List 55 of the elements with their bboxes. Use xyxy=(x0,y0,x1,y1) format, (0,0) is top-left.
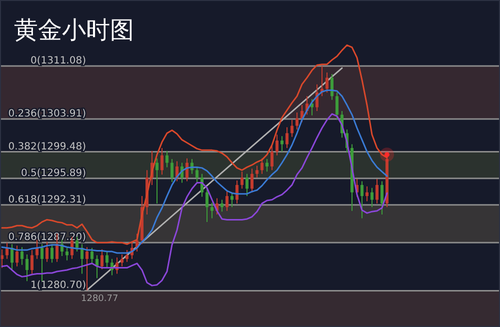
candlestick xyxy=(156,158,158,204)
candlestick xyxy=(46,241,48,262)
candlestick xyxy=(26,254,28,282)
candlestick xyxy=(160,147,164,176)
candlestick xyxy=(240,171,244,190)
candlestick xyxy=(336,92,338,120)
candlestick xyxy=(366,186,368,202)
candlestick xyxy=(206,188,208,222)
candlestick xyxy=(126,250,128,262)
candlestick xyxy=(226,190,228,212)
candlestick xyxy=(256,165,258,178)
candlestick xyxy=(220,199,224,212)
ref-line-label: 0.618(1292.31) xyxy=(8,194,86,206)
candlestick xyxy=(380,180,384,216)
candlestick xyxy=(246,173,248,197)
text: 黄金小时图 xyxy=(14,16,134,44)
candlestick xyxy=(170,158,174,182)
candlestick xyxy=(286,126,288,148)
candlestick xyxy=(260,158,264,174)
candlestick xyxy=(250,168,254,193)
candlestick xyxy=(280,136,284,152)
candlestick xyxy=(326,72,328,93)
candlestick xyxy=(166,150,168,168)
candlestick xyxy=(370,187,374,208)
ref-line-label: 0(1311.08) xyxy=(30,55,86,66)
candlestick xyxy=(290,119,294,138)
candlestick xyxy=(16,245,18,267)
annotation: 1280.77 xyxy=(81,294,118,304)
candlestick xyxy=(66,247,68,261)
candlestick xyxy=(196,166,198,182)
candlestick xyxy=(90,247,94,264)
candlestick xyxy=(270,145,274,171)
ref-line-label: 0.5(1295.89) xyxy=(20,168,86,179)
candlestick xyxy=(266,158,268,172)
candlestick xyxy=(0,248,4,268)
ref-line-label: 0.236(1303.91) xyxy=(8,108,86,120)
ref-line-label: 1(1280.70) xyxy=(30,280,86,292)
candlestick xyxy=(230,192,234,208)
candlestick xyxy=(50,244,54,264)
candlestick xyxy=(30,250,34,274)
candlestick xyxy=(100,248,104,270)
candlestick xyxy=(236,180,238,204)
candlestick xyxy=(376,178,378,204)
candlestick xyxy=(210,202,214,219)
candlestick xyxy=(20,246,24,266)
candlestick xyxy=(360,180,364,219)
candlestick xyxy=(330,73,334,100)
candlestick xyxy=(276,134,278,156)
candlestick xyxy=(86,246,88,291)
candlestick xyxy=(40,244,44,282)
candlestick xyxy=(310,98,314,116)
candlestick xyxy=(106,251,108,268)
ref-line-label: 0.382(1299.48) xyxy=(8,141,86,152)
candlestick xyxy=(120,254,124,267)
candlestick xyxy=(296,112,298,130)
